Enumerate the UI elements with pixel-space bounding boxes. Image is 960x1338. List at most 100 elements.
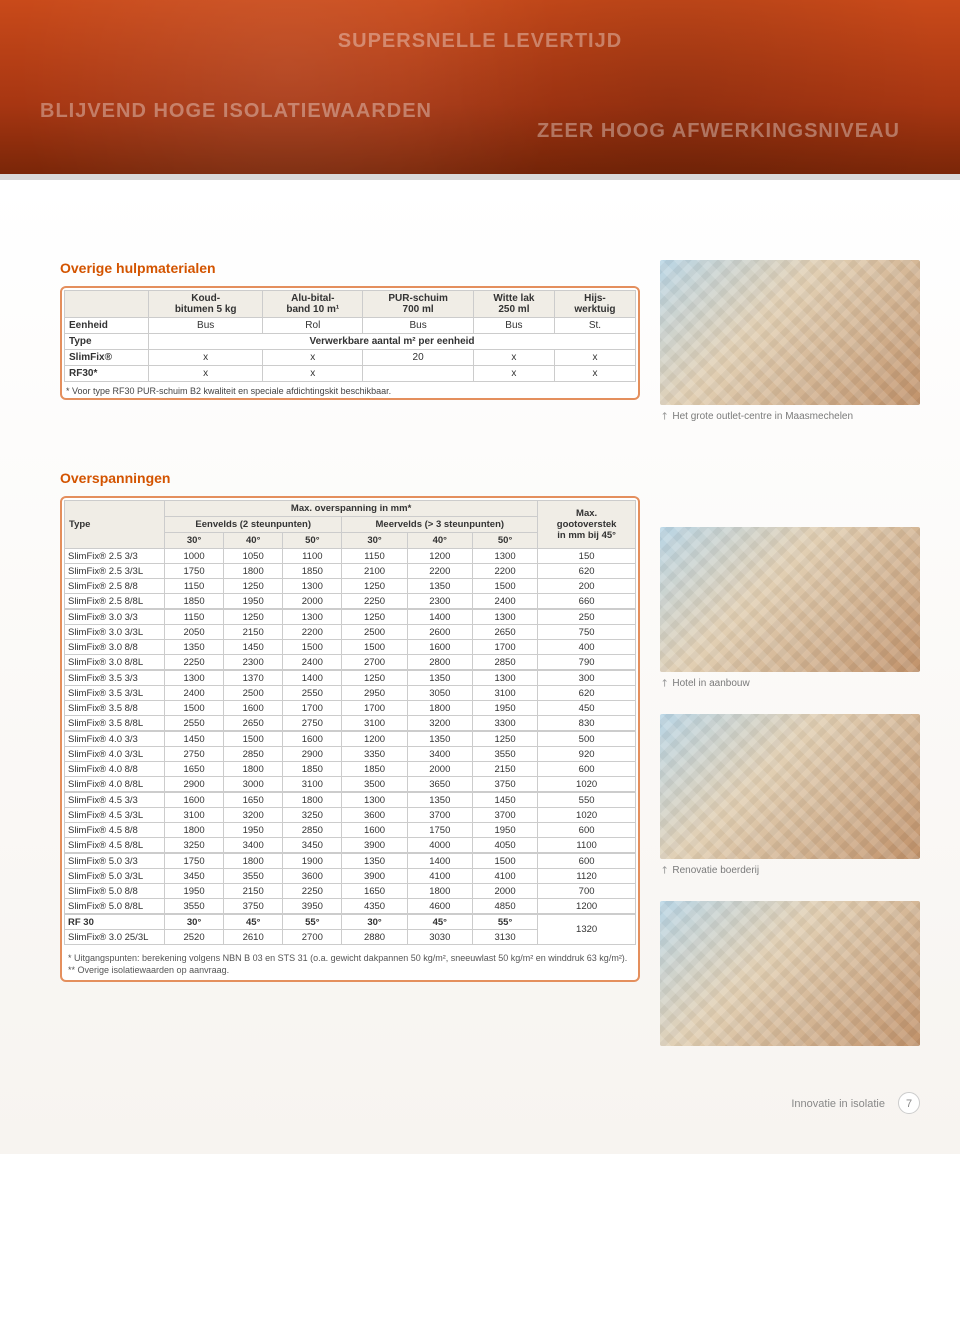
spans-cell: SlimFix® 3.5 8/8L bbox=[65, 716, 165, 732]
spans-cell: 2050 bbox=[165, 625, 224, 640]
spans-cell: 1300 bbox=[283, 609, 342, 625]
spans-cell: 1500 bbox=[165, 701, 224, 716]
spans-cell: 1250 bbox=[342, 579, 407, 594]
spans-cell: 300 bbox=[538, 670, 636, 686]
spans-cell: 400 bbox=[538, 640, 636, 655]
spans-cell: 4350 bbox=[342, 899, 407, 915]
spans-cell: 1700 bbox=[472, 640, 537, 655]
spans-cell: 2000 bbox=[283, 594, 342, 610]
spans-cell: 2650 bbox=[472, 625, 537, 640]
spans-cell: 550 bbox=[538, 792, 636, 808]
spans-cell: 1300 bbox=[472, 670, 537, 686]
spans-cell: 2100 bbox=[342, 564, 407, 579]
spans-cell: 1400 bbox=[407, 853, 472, 869]
hero-tagline-3: ZEER HOOG AFWERKINGSNIVEAU bbox=[537, 120, 900, 143]
spans-cell: 3200 bbox=[407, 716, 472, 732]
spans-cell: 3550 bbox=[472, 747, 537, 762]
spans-cell: 1800 bbox=[224, 564, 283, 579]
spans-cell: 3700 bbox=[407, 808, 472, 823]
spans-cell: 2750 bbox=[283, 716, 342, 732]
spans-cell: 3100 bbox=[472, 686, 537, 701]
spans-cell: 1400 bbox=[283, 670, 342, 686]
materials-cell: Type bbox=[65, 334, 149, 350]
spans-cell: 1020 bbox=[538, 777, 636, 793]
spans-cell: 4100 bbox=[407, 869, 472, 884]
spans-cell: 1200 bbox=[342, 731, 407, 747]
spans-cell: 1850 bbox=[342, 762, 407, 777]
spans-cell: 1500 bbox=[283, 640, 342, 655]
spans-cell: 2400 bbox=[283, 655, 342, 671]
spans-cell: 1600 bbox=[407, 640, 472, 655]
spans-cell: 1650 bbox=[342, 884, 407, 899]
materials-cell: Bus bbox=[149, 318, 263, 334]
spans-cell: 1050 bbox=[224, 549, 283, 564]
spans-cell: 1250 bbox=[342, 609, 407, 625]
spans-cell: 3350 bbox=[342, 747, 407, 762]
spans-cell: 1400 bbox=[407, 609, 472, 625]
spans-cell: SlimFix® 2.5 3/3 bbox=[65, 549, 165, 564]
spans-cell: 3000 bbox=[224, 777, 283, 793]
spans-cell: SlimFix® 4.5 8/8L bbox=[65, 838, 165, 854]
materials-table: Koud-bitumen 5 kgAlu-bital-band 10 m¹PUR… bbox=[64, 290, 636, 382]
spans-cell: SlimFix® 2.5 8/8L bbox=[65, 594, 165, 610]
spans-cell: 1150 bbox=[165, 579, 224, 594]
spans-cell: 3300 bbox=[472, 716, 537, 732]
spans-cell: 1750 bbox=[165, 564, 224, 579]
spans-cell: 1600 bbox=[283, 731, 342, 747]
spans-cell: 2250 bbox=[165, 655, 224, 671]
materials-cell: x bbox=[149, 366, 263, 382]
spans-cell: 1950 bbox=[472, 701, 537, 716]
spans-cell: 2200 bbox=[283, 625, 342, 640]
spans-cell: SlimFix® 4.5 3/3L bbox=[65, 808, 165, 823]
spans-cell: 600 bbox=[538, 853, 636, 869]
spans-cell: 1350 bbox=[407, 670, 472, 686]
hero-tagline-2: BLIJVEND HOGE ISOLATIEWAARDEN bbox=[40, 100, 432, 123]
spans-cell: 1100 bbox=[538, 838, 636, 854]
spans-cell: 3550 bbox=[224, 869, 283, 884]
spans-cell: 4600 bbox=[407, 899, 472, 915]
materials-cell: x bbox=[263, 366, 363, 382]
spans-cell: 2650 bbox=[224, 716, 283, 732]
spans-cell: 1850 bbox=[283, 762, 342, 777]
spans-cell: 1150 bbox=[342, 549, 407, 564]
spans-cell: 920 bbox=[538, 747, 636, 762]
footer-tagline: Innovatie in isolatie bbox=[791, 1098, 885, 1110]
spans-cell: 2700 bbox=[342, 655, 407, 671]
spans-table: TypeMax. overspanning in mm*Max.gootover… bbox=[64, 500, 636, 945]
spans-cell: 4100 bbox=[472, 869, 537, 884]
spans-cell: 1350 bbox=[407, 792, 472, 808]
materials-cell: Eenheid bbox=[65, 318, 149, 334]
page-number: 7 bbox=[898, 1092, 920, 1114]
materials-cell: St. bbox=[554, 318, 635, 334]
spans-cell: 1350 bbox=[407, 579, 472, 594]
materials-cell bbox=[363, 366, 474, 382]
materials-cell: SlimFix® bbox=[65, 350, 149, 366]
spans-cell: SlimFix® 3.0 3/3L bbox=[65, 625, 165, 640]
spans-cell: 2950 bbox=[342, 686, 407, 701]
spans-cell: 1500 bbox=[342, 640, 407, 655]
spans-cell: SlimFix® 4.5 8/8 bbox=[65, 823, 165, 838]
spans-cell: SlimFix® 3.0 8/8 bbox=[65, 640, 165, 655]
spans-cell: 2150 bbox=[472, 762, 537, 777]
materials-header: Witte lak250 ml bbox=[473, 291, 554, 318]
spans-cell: 1750 bbox=[165, 853, 224, 869]
spans-cell: 3750 bbox=[224, 899, 283, 915]
spans-cell: 1250 bbox=[224, 579, 283, 594]
spans-cell: 830 bbox=[538, 716, 636, 732]
spans-cell: 1600 bbox=[165, 792, 224, 808]
spans-cell: 2150 bbox=[224, 884, 283, 899]
spans-cell: 2200 bbox=[407, 564, 472, 579]
spans-cell: 3250 bbox=[165, 838, 224, 854]
spans-cell: 1600 bbox=[224, 701, 283, 716]
spans-cell: 2600 bbox=[407, 625, 472, 640]
materials-cell: RF30* bbox=[65, 366, 149, 382]
materials-title: Overige hulpmaterialen bbox=[60, 260, 640, 276]
materials-cell: x bbox=[554, 350, 635, 366]
spans-cell: 1950 bbox=[224, 823, 283, 838]
spans-cell: 1350 bbox=[342, 853, 407, 869]
spans-cell: 1850 bbox=[283, 564, 342, 579]
spans-cell: 2250 bbox=[342, 594, 407, 610]
hero-banner: SUPERSNELLE LEVERTIJD BLIJVEND HOGE ISOL… bbox=[0, 0, 960, 180]
spans-cell: 2550 bbox=[283, 686, 342, 701]
spans-cell: 4000 bbox=[407, 838, 472, 854]
